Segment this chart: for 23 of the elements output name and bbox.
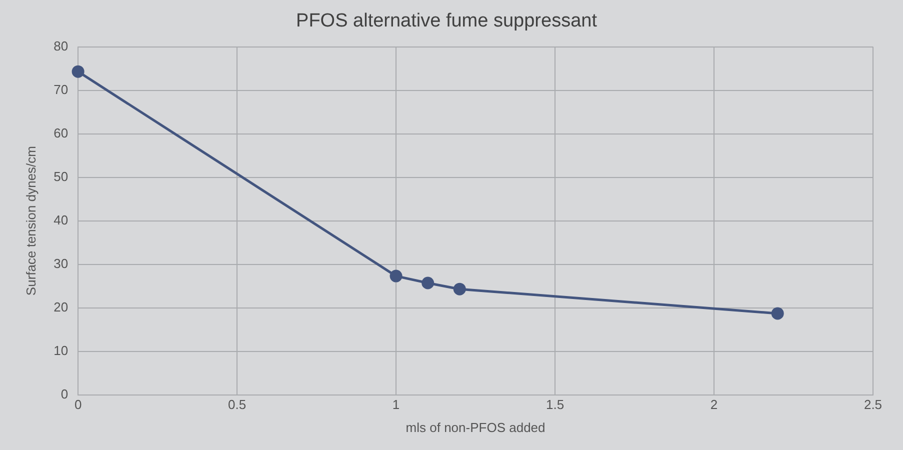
chart-title: PFOS alternative fume suppressant <box>296 10 598 32</box>
y-tick-label: 30 <box>54 256 68 271</box>
x-tick-label: 2 <box>710 397 718 412</box>
point <box>390 270 402 282</box>
point <box>72 65 84 78</box>
x-tick-label: 0.5 <box>228 397 246 412</box>
x-tick-label: 0 <box>74 397 82 412</box>
y-tick-label: 70 <box>54 82 68 97</box>
y-tick-label: 40 <box>54 212 68 228</box>
point <box>422 276 434 290</box>
x-tick-label: 1.5 <box>546 397 564 412</box>
y-tick-label: 0 <box>60 386 68 402</box>
point <box>453 282 466 296</box>
x-tick-label: 1 <box>392 397 400 412</box>
y-tick-label: 10 <box>54 342 68 358</box>
x-tick-label: 2.5 <box>864 397 882 412</box>
x-axis-title: mls of non-PFOS added <box>406 420 546 435</box>
y-axis-title: Surface tension dynes/cm <box>23 146 38 296</box>
point <box>771 307 784 320</box>
y-tick-label: 50 <box>54 168 68 184</box>
y-tick-label: 20 <box>54 299 68 314</box>
y-tick-label: 60 <box>54 125 68 140</box>
y-tick-label: 80 <box>54 38 68 54</box>
